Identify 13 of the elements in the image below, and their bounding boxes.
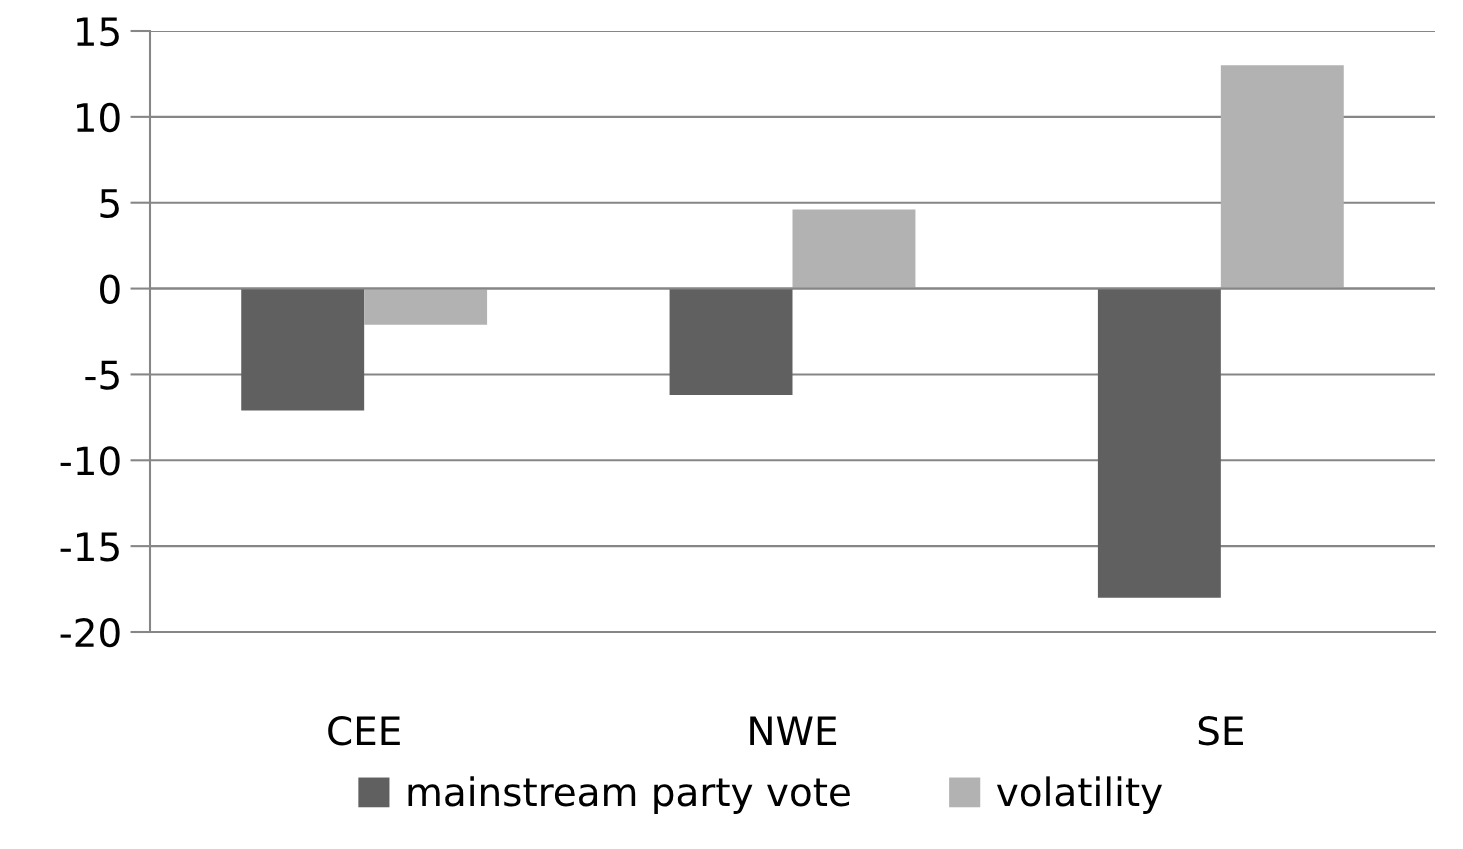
legend-label: volatility — [996, 776, 1163, 814]
x-tick-label: NWE — [750, 716, 837, 745]
y-tick-label: -10 — [60, 446, 120, 476]
x-tick-label: CEE — [328, 716, 400, 746]
legend-label: mainstream party vote — [408, 776, 850, 814]
y-tick-label: 0 — [100, 274, 120, 304]
y-tick-label: 10 — [77, 102, 120, 133]
y-tick-label: -20 — [60, 617, 120, 648]
y-tick-label: 5 — [100, 189, 119, 219]
y-tick-label: -5 — [85, 360, 119, 390]
y-tick-label: 15 — [77, 17, 119, 47]
y-tick-label: -15 — [60, 532, 119, 562]
x-tick-label: SE — [1198, 716, 1243, 746]
